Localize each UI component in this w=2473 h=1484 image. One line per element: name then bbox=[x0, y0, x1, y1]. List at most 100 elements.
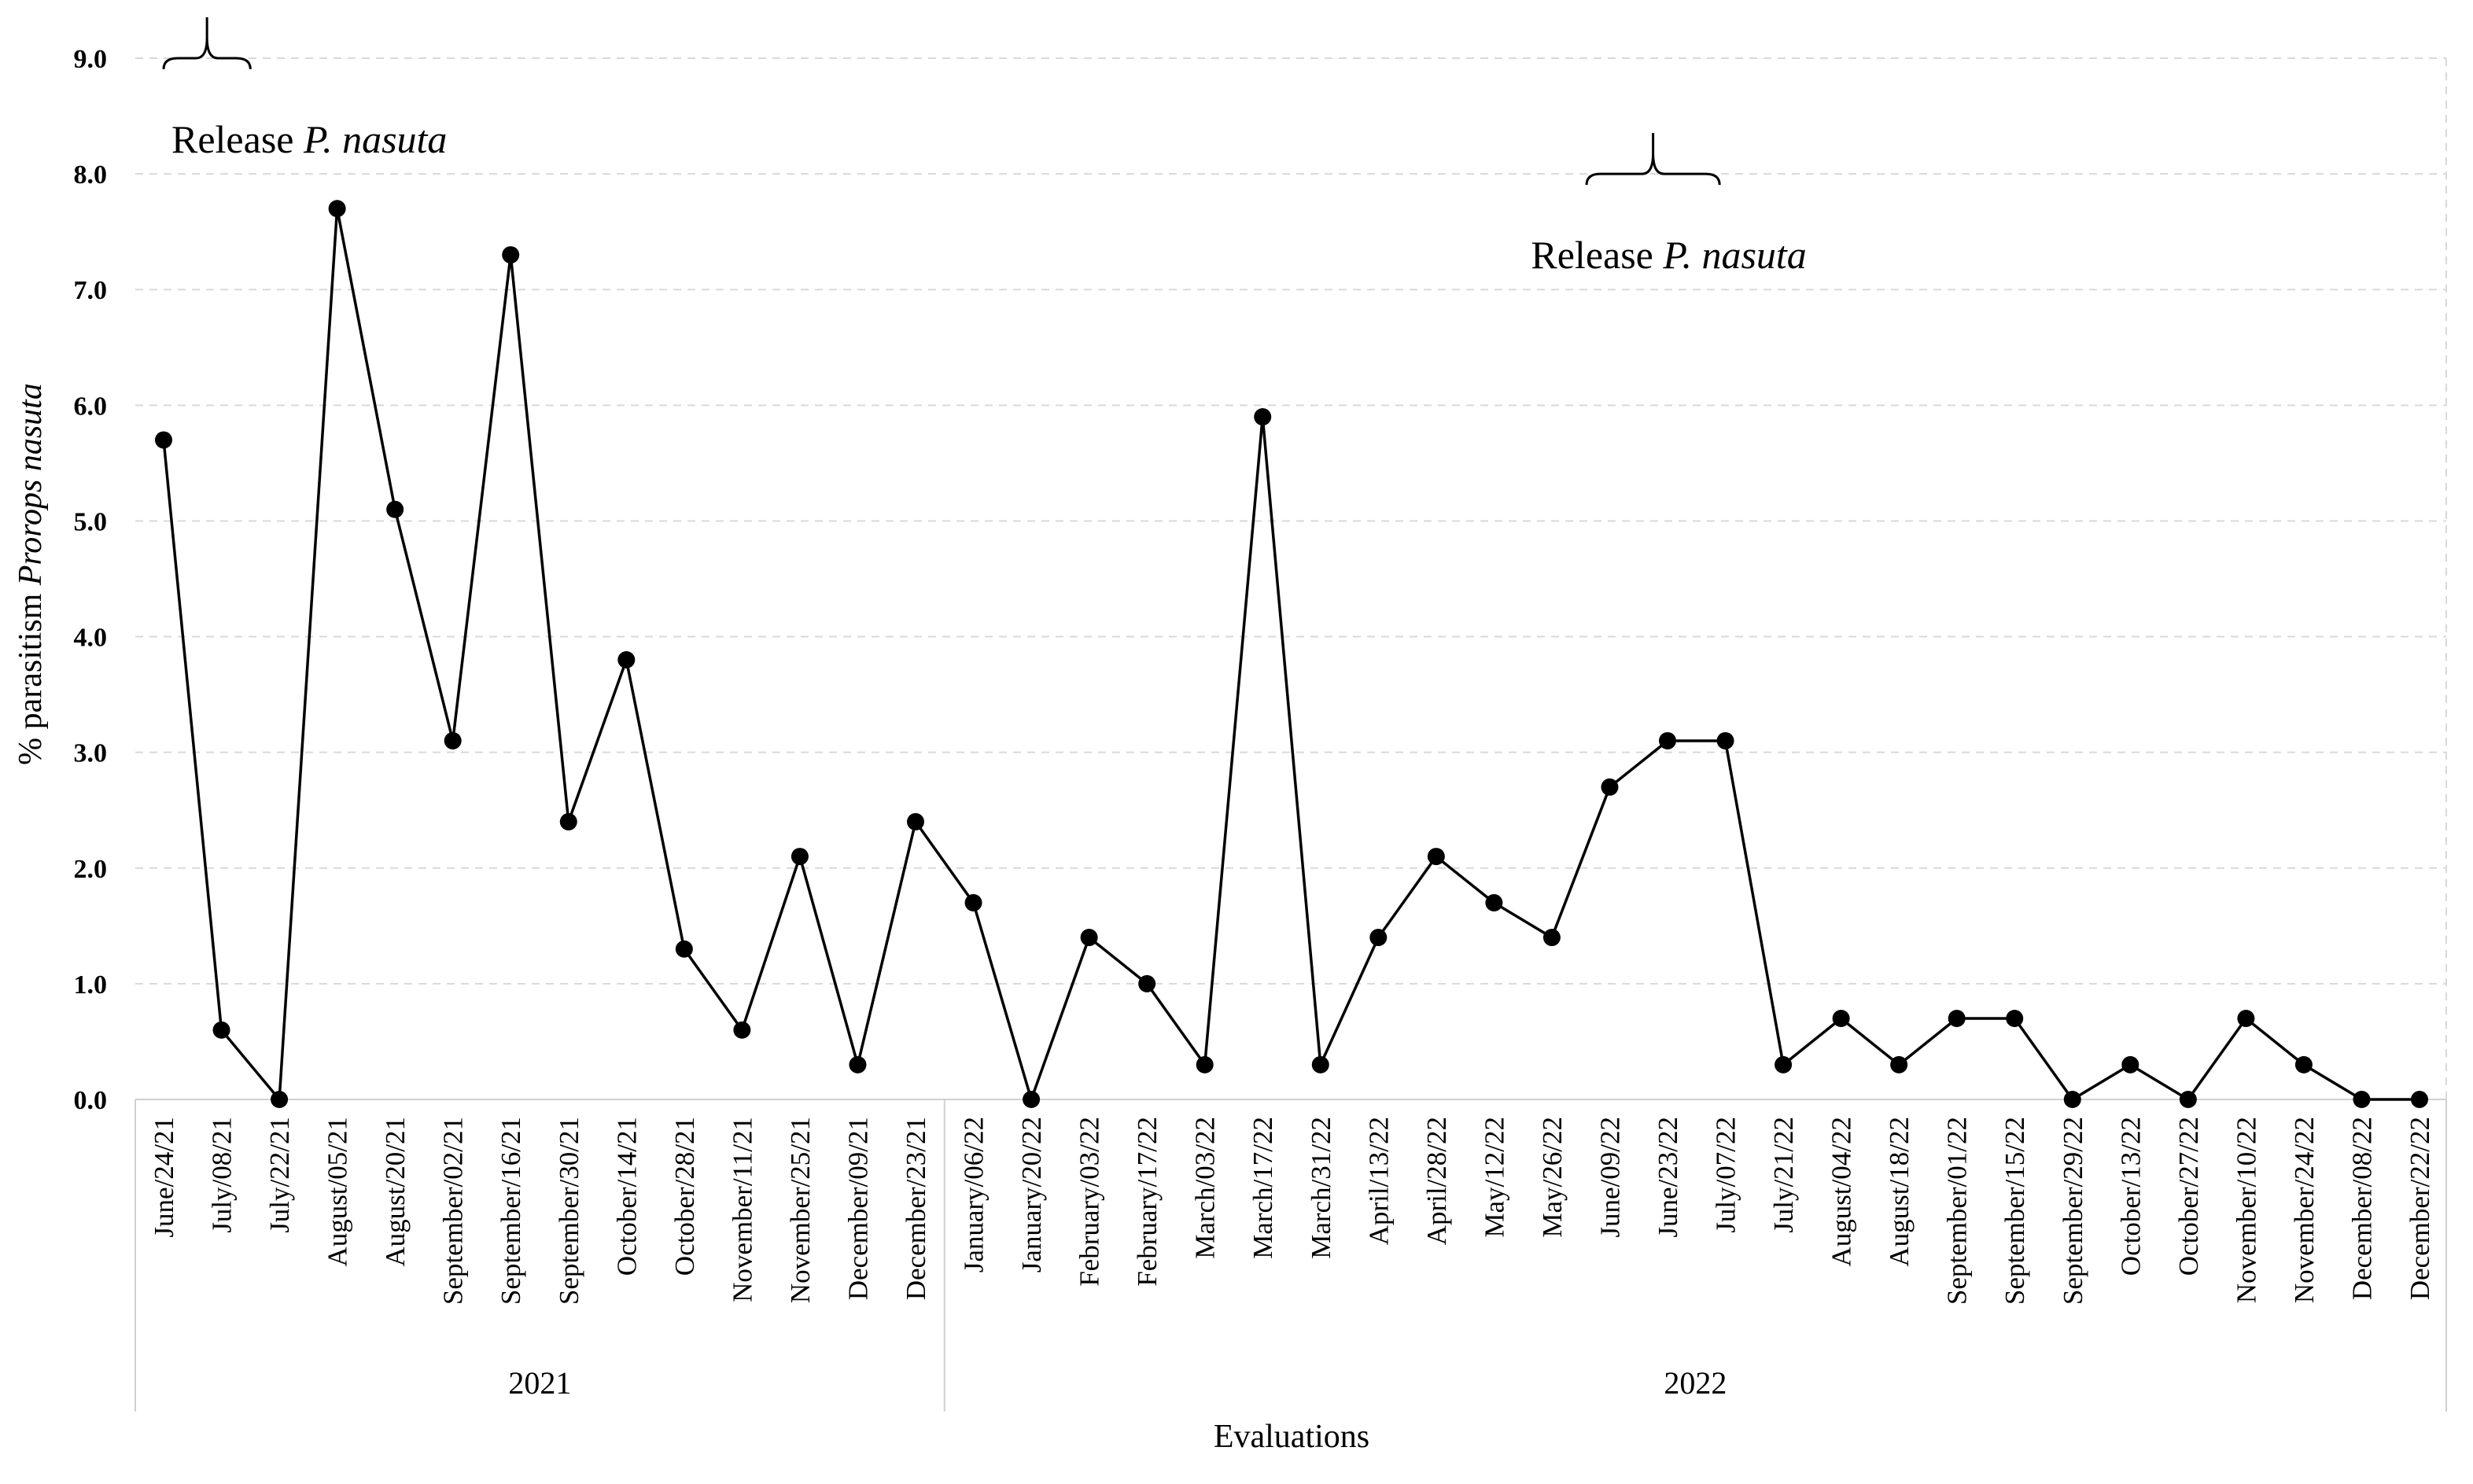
x-tick-label: September/02/21 bbox=[438, 1117, 469, 1305]
x-tick-label: November/24/22 bbox=[2289, 1117, 2320, 1303]
data-point bbox=[964, 893, 982, 911]
data-point bbox=[1716, 731, 1734, 749]
data-point bbox=[2006, 1010, 2024, 1028]
x-tick-label: July/08/21 bbox=[207, 1117, 238, 1233]
x-tick-label: November/25/21 bbox=[785, 1117, 816, 1303]
release-label: Release P. nasuta bbox=[1531, 233, 1806, 277]
data-point bbox=[444, 731, 462, 749]
x-tick-label: April/13/22 bbox=[1363, 1117, 1394, 1245]
data-point bbox=[2353, 1091, 2371, 1108]
release-brace bbox=[162, 17, 252, 70]
x-axis-title: Evaluations bbox=[1214, 1419, 1369, 1455]
x-tick-label: March/03/22 bbox=[1190, 1117, 1221, 1259]
x-tick-label: June/09/22 bbox=[1594, 1117, 1625, 1238]
x-tick-label: October/28/21 bbox=[669, 1117, 700, 1276]
y-tick-label: 1.0 bbox=[74, 970, 108, 1000]
data-point bbox=[1196, 1055, 1214, 1073]
x-tick-label: October/13/22 bbox=[2115, 1117, 2146, 1276]
data-point bbox=[1369, 929, 1388, 947]
data-point bbox=[1485, 893, 1503, 911]
release-label-species: P. nasuta bbox=[303, 117, 447, 161]
y-tick-label: 9.0 bbox=[74, 45, 108, 74]
data-point bbox=[617, 650, 636, 668]
data-point bbox=[1601, 778, 1619, 796]
data-point bbox=[1427, 848, 1445, 866]
data-point bbox=[791, 848, 809, 866]
data-point bbox=[1138, 974, 1156, 992]
x-tick-label: June/23/22 bbox=[1653, 1117, 1683, 1238]
data-point bbox=[502, 246, 520, 264]
x-tick-label: February/17/22 bbox=[1132, 1117, 1163, 1287]
x-tick-label: December/23/21 bbox=[901, 1117, 931, 1300]
x-tick-label: May/12/22 bbox=[1479, 1117, 1509, 1238]
x-tick-label: December/08/22 bbox=[2346, 1117, 2377, 1300]
x-tick-label: July/21/22 bbox=[1768, 1117, 1799, 1233]
data-point bbox=[2237, 1010, 2255, 1028]
x-tick-label: June/24/21 bbox=[149, 1117, 179, 1238]
data-point bbox=[2179, 1091, 2197, 1108]
y-axis-title-species: Prorops nasuta bbox=[13, 383, 49, 586]
y-tick-label: 6.0 bbox=[74, 392, 108, 421]
data-point bbox=[2121, 1055, 2139, 1073]
data-point bbox=[733, 1021, 751, 1039]
data-point bbox=[271, 1091, 289, 1108]
x-tick-label: September/29/22 bbox=[2058, 1117, 2088, 1305]
data-point bbox=[2063, 1091, 2081, 1108]
series-line bbox=[162, 208, 2420, 1104]
data-point bbox=[328, 200, 346, 218]
data-point bbox=[1542, 929, 1561, 947]
y-tick-labels: 0.0 1.0 2.0 3.0 4.0 5.0 6.0 7.0 8.0 9.0 bbox=[74, 45, 108, 1115]
x-tick-label: December/22/22 bbox=[2405, 1117, 2435, 1300]
release-label-prefix: Release bbox=[1531, 233, 1663, 277]
data-point bbox=[386, 500, 404, 518]
y-tick-label: 4.0 bbox=[74, 624, 108, 653]
x-tick-label: November/11/21 bbox=[727, 1117, 757, 1302]
data-point bbox=[907, 812, 924, 830]
data-point bbox=[1080, 929, 1098, 947]
axes bbox=[135, 1099, 2447, 1412]
x-tick-label: February/03/22 bbox=[1074, 1117, 1105, 1287]
x-tick-label: September/01/22 bbox=[1942, 1117, 1973, 1305]
data-point bbox=[675, 940, 693, 958]
y-tick-label: 8.0 bbox=[74, 160, 108, 190]
data-point bbox=[1254, 408, 1272, 426]
x-tick-label: December/09/21 bbox=[842, 1117, 873, 1300]
release-label-prefix: Release bbox=[171, 117, 304, 161]
x-tick-label: September/16/21 bbox=[496, 1117, 526, 1305]
x-tick-label: August/05/21 bbox=[322, 1117, 353, 1267]
x-tick-label: January/20/22 bbox=[1016, 1117, 1047, 1272]
year-group-labels: 2021 2022 bbox=[508, 1365, 1727, 1401]
y-tick-label: 7.0 bbox=[74, 276, 108, 305]
x-tick-label: March/17/22 bbox=[1248, 1117, 1278, 1259]
data-point bbox=[1023, 1091, 1041, 1108]
release-label: Release P. nasuta bbox=[171, 117, 447, 161]
data-point bbox=[2411, 1091, 2428, 1108]
y-tick-label: 3.0 bbox=[74, 739, 108, 768]
year-label: 2021 bbox=[508, 1365, 571, 1401]
y-tick-label: 5.0 bbox=[74, 507, 108, 536]
data-point bbox=[1832, 1010, 1850, 1028]
y-axis-title: % parasitism Prorops nasuta bbox=[13, 383, 49, 765]
x-tick-label: September/15/22 bbox=[1999, 1117, 2030, 1305]
x-tick-label: October/27/22 bbox=[2173, 1117, 2204, 1276]
x-tick-labels: June/24/21 July/08/21 July/22/21 August/05/… bbox=[149, 1117, 2435, 1305]
x-tick-label: August/18/22 bbox=[1884, 1117, 1915, 1267]
x-tick-label: October/14/21 bbox=[611, 1117, 642, 1276]
data-point bbox=[2294, 1055, 2313, 1073]
y-tick-label: 2.0 bbox=[74, 855, 108, 884]
data-point bbox=[1775, 1055, 1793, 1073]
x-tick-label: April/28/22 bbox=[1421, 1117, 1452, 1245]
x-tick-label: July/22/21 bbox=[264, 1117, 295, 1233]
x-tick-label: July/07/22 bbox=[1711, 1117, 1741, 1233]
data-point bbox=[155, 431, 172, 449]
year-label: 2022 bbox=[1664, 1365, 1727, 1401]
x-tick-label: August/20/21 bbox=[380, 1117, 411, 1267]
x-tick-label: November/10/22 bbox=[2231, 1117, 2261, 1303]
series-parasitism bbox=[155, 200, 2428, 1108]
x-tick-label: August/04/22 bbox=[1826, 1117, 1857, 1267]
data-point bbox=[1659, 731, 1676, 749]
release-brace bbox=[1585, 133, 1721, 186]
x-tick-label: May/26/22 bbox=[1537, 1117, 1568, 1238]
